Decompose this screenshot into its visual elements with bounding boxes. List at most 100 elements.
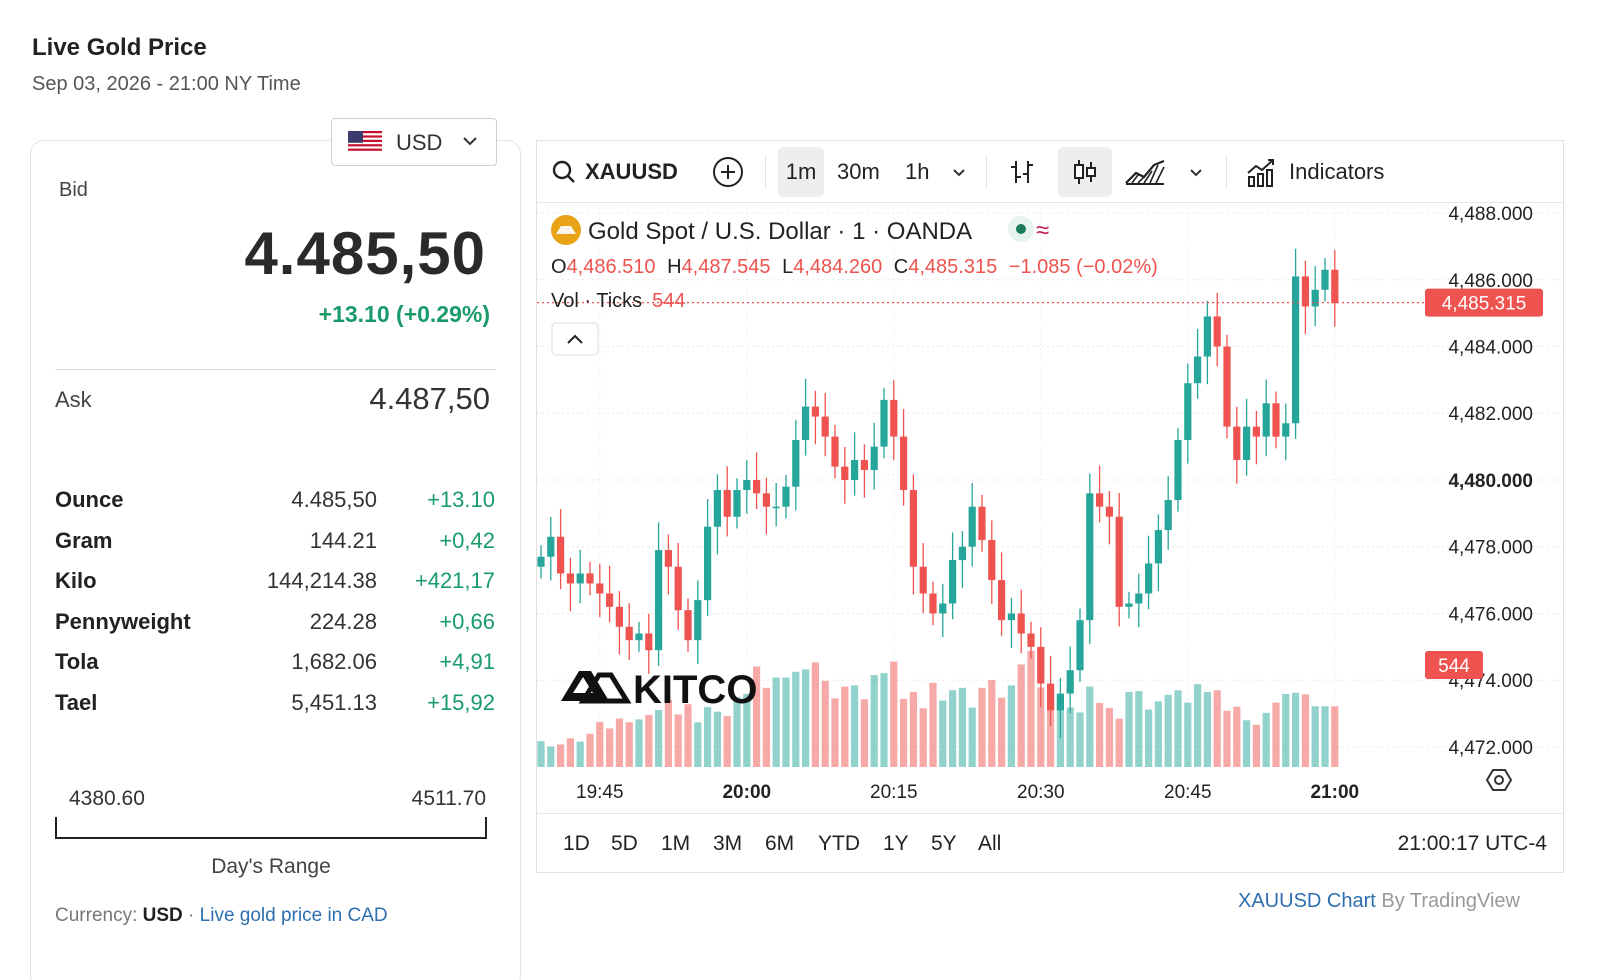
candle-body	[1125, 603, 1133, 607]
candle	[890, 380, 898, 461]
candle	[655, 522, 663, 666]
volume-bar	[1272, 702, 1280, 767]
volume-bar	[733, 697, 741, 767]
candle-body	[704, 526, 712, 601]
currency-line: Currency: USD · Live gold price in CAD	[55, 905, 388, 927]
candle-body	[1321, 269, 1329, 290]
chart-type-dropdown[interactable]	[1186, 141, 1206, 203]
candle	[635, 621, 643, 652]
candle	[576, 549, 584, 604]
unit-row: Ounce 4.485,50 +13.10	[55, 483, 495, 524]
volume-bar	[1027, 650, 1035, 767]
chevron-down-icon	[463, 137, 477, 146]
interval-1h[interactable]: 1h	[905, 141, 929, 203]
candle-body	[537, 556, 545, 567]
unit-price: 5,451.13	[291, 689, 377, 715]
candle-body	[939, 603, 947, 614]
svg-text:544: 544	[1438, 656, 1470, 677]
range-button-1m[interactable]: 1M	[661, 832, 691, 855]
range-high: 4511.70	[411, 787, 486, 810]
candle-body	[1203, 316, 1211, 357]
range-button-ytd[interactable]: YTD	[818, 832, 860, 855]
y-axis-tick-label: 4,486.000	[1448, 271, 1533, 292]
volume-bar	[674, 714, 682, 767]
ask-label: Ask	[55, 387, 92, 412]
candle-body	[1282, 423, 1290, 437]
unit-name: Gram	[55, 527, 113, 553]
candle	[1154, 514, 1162, 592]
candle	[566, 557, 574, 612]
volume-bar	[841, 686, 849, 767]
chart-settings-button[interactable]	[1485, 769, 1513, 791]
candle	[606, 565, 614, 623]
indicators-button[interactable]: Indicators	[1245, 141, 1384, 203]
candles-chart-type-button[interactable]	[1058, 147, 1112, 197]
volume-line: Vol · Ticks 544	[551, 290, 686, 312]
bar-chart-type-button[interactable]	[1007, 141, 1037, 203]
candle	[1311, 266, 1319, 327]
ohlc-bars-icon	[1011, 161, 1033, 183]
volume-bar	[988, 680, 996, 767]
candle-body	[1174, 439, 1182, 501]
range-button-all[interactable]: All	[978, 832, 1002, 855]
interval-30m[interactable]: 30m	[837, 141, 880, 203]
candle	[1145, 535, 1153, 610]
volume-bar	[655, 709, 663, 767]
volume-bar	[1301, 694, 1309, 767]
unit-change: +0,66	[439, 608, 495, 634]
candle-body	[1076, 620, 1084, 671]
candle-body	[1301, 276, 1309, 307]
range-button-6m[interactable]: 6M	[765, 832, 795, 855]
volume-bar	[1321, 706, 1329, 767]
candle-body	[831, 436, 839, 467]
volume-bar	[1243, 720, 1251, 767]
chart-legend: Gold Spot / U.S. Dollar · 1 · OANDA ≈ O4…	[551, 215, 1158, 312]
candle	[880, 388, 888, 459]
area-chart-type-button[interactable]	[1124, 141, 1166, 203]
candle-body	[762, 493, 770, 507]
candle	[557, 509, 565, 590]
range-button-1y[interactable]: 1Y	[883, 832, 909, 855]
candle	[694, 580, 702, 664]
range-button-5y[interactable]: 5Y	[931, 832, 957, 855]
volume-bar	[1047, 690, 1055, 767]
interval-1m[interactable]: 1m	[778, 147, 824, 197]
volume-bar	[1066, 707, 1074, 767]
candle	[596, 563, 604, 618]
range-button-3m[interactable]: 3M	[713, 832, 743, 855]
unit-price: 4.485,50	[291, 487, 377, 512]
y-axis-tick-label: 4,484.000	[1448, 338, 1533, 359]
price-chart[interactable]: 4,488.000 4,486.000 4,484.000 4,482.000 4,48…	[537, 203, 1563, 813]
volume-bar	[664, 699, 672, 767]
x-axis-tick-label: 20:30	[1017, 782, 1065, 803]
candle-body	[929, 593, 937, 614]
chart-link[interactable]: XAUUSD Chart	[1238, 890, 1376, 912]
range-button-1d[interactable]: 1D	[563, 832, 590, 855]
currency-select[interactable]: USD	[331, 118, 497, 166]
candle-body	[909, 490, 917, 567]
candle	[664, 534, 672, 595]
candle-body	[851, 459, 859, 480]
candle-body	[1017, 613, 1025, 634]
volume-bar	[782, 677, 790, 767]
cad-price-link[interactable]: Live gold price in CAD	[199, 905, 388, 926]
candle	[860, 444, 868, 498]
unit-change: +0,42	[439, 527, 495, 553]
range-button-5d[interactable]: 5D	[611, 832, 638, 855]
candle-body	[870, 446, 878, 470]
volume-bar	[1164, 694, 1172, 767]
candle	[713, 474, 721, 555]
collapse-legend-button[interactable]	[551, 322, 599, 356]
symbol-search[interactable]: XAUUSD	[551, 141, 677, 203]
compare-button[interactable]	[711, 141, 745, 203]
candle	[1203, 300, 1211, 385]
unit-row: Tola 1,682.06 +4,91	[55, 645, 495, 686]
candle	[1027, 621, 1035, 659]
y-axis-tick-label: 4,476.000	[1448, 604, 1533, 625]
volume-bar	[1007, 685, 1015, 767]
y-axis-tick-label: 4,480.000	[1448, 471, 1533, 492]
candle-body	[1027, 633, 1035, 647]
candle	[939, 583, 947, 638]
interval-dropdown[interactable]	[949, 141, 969, 203]
volume-bar	[998, 697, 1006, 767]
